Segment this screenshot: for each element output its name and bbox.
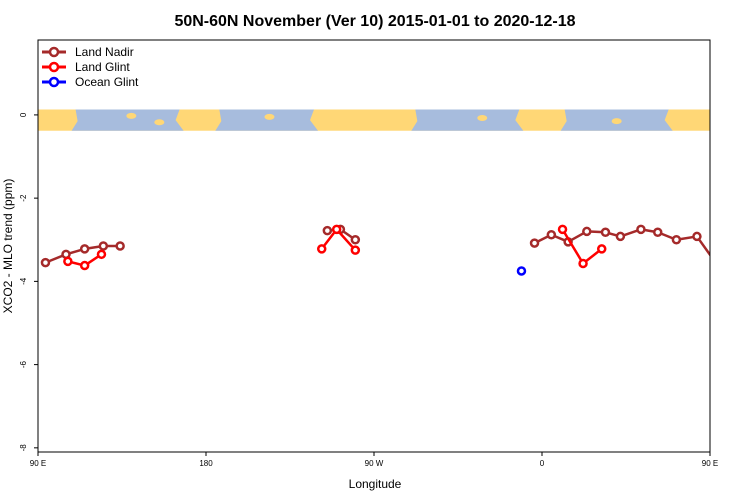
ocean-glint-point xyxy=(516,266,527,276)
plot-frame xyxy=(37,39,711,453)
series-ocean-glint xyxy=(516,266,527,276)
y-axis-label: XCO2 - MLO trend (ppm) xyxy=(1,179,15,314)
land-nadir-point xyxy=(600,227,611,238)
land-nadir-point xyxy=(712,259,719,266)
land-nadir-point xyxy=(692,231,702,242)
map-island xyxy=(611,118,622,125)
land-nadir-point xyxy=(40,257,51,268)
legend-label-ocean-glint: Ocean Glint xyxy=(75,75,139,89)
land-nadir-point xyxy=(582,226,592,237)
map-island xyxy=(264,113,275,120)
land-nadir-point xyxy=(735,251,742,258)
land-glint-line xyxy=(736,254,750,265)
land-nadir-point xyxy=(350,235,361,245)
land-glint-point xyxy=(96,249,107,260)
map-island xyxy=(126,112,137,119)
land-glint-point xyxy=(331,224,342,235)
x-tick-label: 90 W xyxy=(365,459,384,468)
land-glint-point xyxy=(63,256,73,267)
y-tick-label: -2 xyxy=(19,194,28,202)
y-tick-label: 0 xyxy=(19,112,28,117)
x-axis: 90 E 180 90 W 0 90 E xyxy=(30,452,718,468)
legend-marker-land-glint xyxy=(48,61,60,73)
land-nadir-point xyxy=(98,241,109,251)
land-glint-point xyxy=(316,244,327,254)
y-axis: 0 -2 -4 -6 -8 xyxy=(19,112,38,451)
legend-marker-ocean-glint xyxy=(48,76,60,88)
legend-label-land-nadir: Land Nadir xyxy=(75,45,134,59)
x-tick-label: 90 E xyxy=(702,459,718,468)
chart-title: 50N-60N November (Ver 10) 2015-01-01 to … xyxy=(174,13,575,30)
series-land-glint xyxy=(63,224,750,271)
world-map-strip xyxy=(38,109,710,131)
land-glint-point xyxy=(79,260,90,271)
land-glint-point xyxy=(733,258,740,265)
y-tick-label: -8 xyxy=(19,444,28,452)
y-tick-label: -6 xyxy=(19,361,28,369)
land-nadir-point xyxy=(322,225,333,236)
land-nadir-point xyxy=(115,241,125,251)
land-nadir-point xyxy=(671,235,682,245)
land-glint-point xyxy=(350,245,361,255)
land-nadir-point xyxy=(636,224,646,235)
x-tick-label: 180 xyxy=(199,459,213,468)
legend: Land Nadir Land Glint Ocean Glint xyxy=(42,45,139,89)
map-ocean-region xyxy=(215,109,318,131)
series-land-nadir xyxy=(40,224,742,268)
legend-marker-land-nadir xyxy=(48,46,60,58)
land-nadir-point xyxy=(615,231,626,242)
x-tick-label: 0 xyxy=(540,459,545,468)
land-glint-point xyxy=(596,244,607,254)
land-glint-point xyxy=(557,224,568,235)
legend-label-land-glint: Land Glint xyxy=(75,60,130,74)
land-nadir-point xyxy=(546,230,557,240)
map-island xyxy=(477,114,488,121)
y-tick-label: -4 xyxy=(19,277,28,285)
x-axis-label: Longitude xyxy=(349,477,402,491)
land-glint-point xyxy=(578,258,588,269)
x-tick-label: 90 E xyxy=(30,459,46,468)
map-land-band xyxy=(38,109,710,131)
map-ocean-region xyxy=(71,109,184,131)
land-nadir-point xyxy=(79,244,90,254)
map-island xyxy=(154,119,165,126)
map-ocean-region xyxy=(411,109,524,131)
land-nadir-point xyxy=(652,227,663,238)
land-nadir-point xyxy=(529,238,540,248)
